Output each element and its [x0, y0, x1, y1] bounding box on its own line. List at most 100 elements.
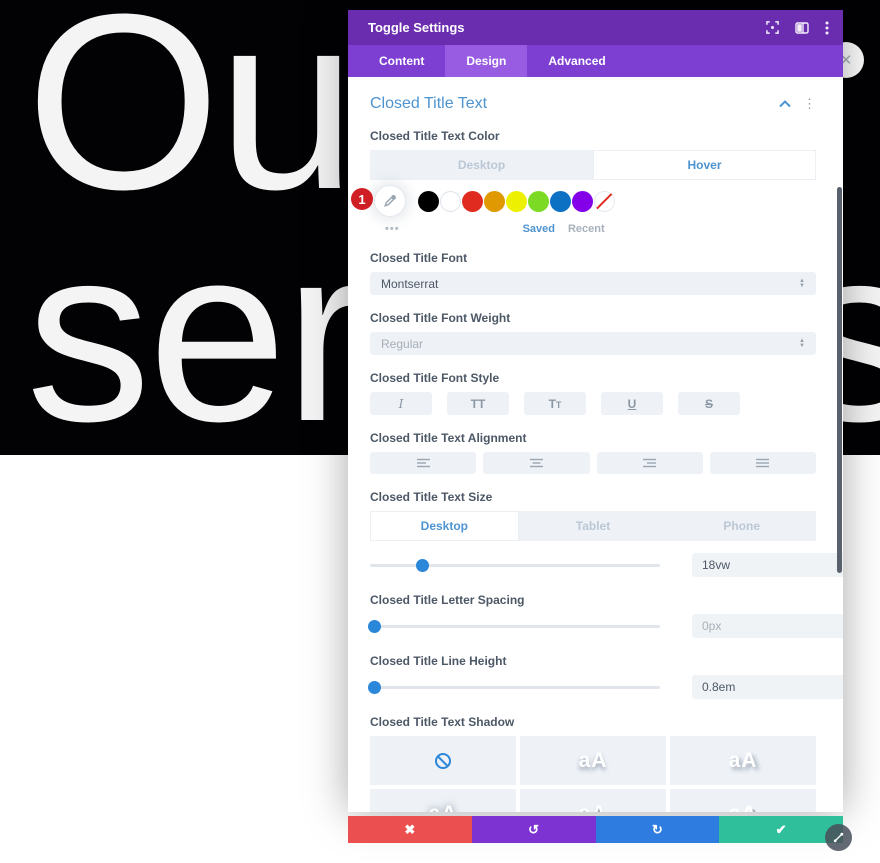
align-justify-icon [756, 458, 770, 467]
shadow-sample: aA [729, 802, 758, 813]
shadow-none-icon [435, 752, 451, 769]
swatch-yellow[interactable] [506, 190, 527, 212]
letter-spacing-input[interactable] [692, 614, 843, 638]
line-height-input[interactable] [692, 675, 843, 699]
shadow-bottom-right-button[interactable]: aA [670, 736, 816, 785]
save-icon: ✔ [775, 821, 787, 837]
font-style-buttons: I TT TT U S [370, 392, 816, 415]
text-size-tablet-tab[interactable]: Tablet [518, 511, 668, 541]
modal-body: Closed Title Text ⋮ Closed Title Text Co… [348, 77, 843, 812]
font-weight-select-value: Regular [381, 336, 424, 351]
undo-button[interactable]: ↺ [471, 816, 596, 843]
shadow-sample: aA [728, 748, 758, 772]
shadow-hard-bottom-button[interactable]: aA [520, 789, 666, 812]
swatch-red[interactable] [462, 190, 483, 212]
swatch-black[interactable] [418, 190, 439, 212]
underline-button[interactable]: U [601, 392, 663, 415]
align-right-icon [643, 458, 657, 467]
select-arrows-icon: ▲ ▼ [799, 277, 805, 289]
line-height-label: Closed Title Line Height [370, 654, 507, 668]
undo-icon: ↺ [528, 821, 540, 837]
toggle-settings-modal: Toggle Settings Content Design Advanced [348, 10, 843, 812]
section-header: Closed Title Text ⋮ [370, 95, 816, 113]
color-palette [370, 184, 816, 218]
letter-spacing-slider[interactable] [368, 619, 660, 633]
strikethrough-button[interactable]: S [678, 392, 740, 415]
palette-saved-link[interactable]: Saved [522, 223, 555, 235]
chevron-up-icon[interactable] [779, 95, 791, 113]
closed-title-font-select[interactable]: Montserrat ▲ ▼ [370, 272, 816, 295]
text-shadow-presets: aA aA aA aA aA [370, 736, 816, 812]
swatch-orange[interactable] [484, 190, 505, 212]
tab-content[interactable]: Content [379, 54, 425, 68]
letter-spacing-label: Closed Title Letter Spacing [370, 593, 525, 607]
shadow-glow-button[interactable]: aA [370, 789, 516, 812]
swatch-blue[interactable] [550, 190, 571, 212]
italic-button[interactable]: I [370, 392, 432, 415]
swatch-none[interactable] [594, 190, 615, 212]
alignment-buttons [370, 452, 816, 474]
align-right-button[interactable] [596, 452, 703, 474]
uppercase-icon: TT [470, 396, 486, 411]
align-left-button[interactable] [370, 452, 477, 474]
modal-scrollbar[interactable] [837, 187, 842, 573]
line-height-row [368, 675, 843, 699]
text-color-mode-tabs: Desktop Hover [370, 150, 816, 180]
palette-more-button[interactable]: ••• [385, 223, 400, 235]
text-size-desktop-tab[interactable]: Desktop [370, 511, 519, 541]
shadow-bottom-button[interactable]: aA [520, 736, 666, 785]
text-size-phone-tab[interactable]: Phone [667, 511, 817, 541]
kebab-menu-icon[interactable] [825, 21, 829, 35]
shadow-hard-bottom-right-button[interactable]: aA [670, 789, 816, 812]
text-color-label: Closed Title Text Color [370, 129, 500, 143]
text-color-desktop-tab[interactable]: Desktop [370, 150, 593, 180]
swatch-green[interactable] [528, 190, 549, 212]
text-size-label: Closed Title Text Size [370, 490, 493, 504]
text-size-slider-knob[interactable] [416, 558, 429, 572]
resize-icon [833, 832, 844, 843]
text-size-device-tabs: Desktop Tablet Phone [370, 511, 817, 541]
closed-title-font-weight-select[interactable]: Regular ▲ ▼ [370, 332, 816, 355]
font-select-value: Montserrat [381, 276, 439, 291]
text-shadow-label: Closed Title Text Shadow [370, 715, 515, 729]
uppercase-button[interactable]: TT [447, 392, 509, 415]
line-height-slider[interactable] [368, 680, 660, 694]
annotation-badge: 1 [351, 188, 373, 210]
section-kebab-icon[interactable]: ⋮ [803, 96, 816, 111]
align-left-icon [416, 458, 430, 467]
shadow-sample: aA [579, 802, 608, 813]
tab-design[interactable]: Design [445, 45, 528, 77]
text-size-input[interactable] [692, 553, 843, 577]
text-color-hover-tab[interactable]: Hover [593, 150, 816, 180]
redo-icon: ↻ [651, 821, 663, 837]
focus-icon[interactable] [766, 21, 779, 34]
line-height-slider-knob[interactable] [368, 680, 381, 694]
letter-spacing-row [368, 614, 843, 638]
select-arrows-icon: ▲ ▼ [799, 337, 805, 349]
letter-spacing-slider-knob[interactable] [368, 619, 381, 633]
smallcaps-button[interactable]: TT [524, 392, 586, 415]
tab-advanced[interactable]: Advanced [548, 54, 606, 68]
swatch-purple[interactable] [572, 190, 593, 212]
align-justify-button[interactable] [709, 452, 816, 474]
shadow-sample: aA [429, 802, 458, 813]
modal-footer: ✖ ↺ ↻ ✔ [348, 816, 843, 843]
resize-handle[interactable] [825, 824, 852, 851]
split-view-icon[interactable] [795, 21, 809, 34]
eyedropper-button[interactable] [375, 186, 405, 216]
palette-recent-link[interactable]: Recent [567, 223, 605, 235]
eyedropper-icon [384, 195, 396, 207]
font-style-label: Closed Title Font Style [370, 371, 500, 385]
align-center-icon [529, 458, 543, 467]
shadow-none-button[interactable] [370, 736, 516, 785]
text-size-row [370, 553, 843, 577]
save-button[interactable]: ✔ [719, 816, 843, 843]
swatch-white[interactable] [440, 190, 461, 212]
alignment-label: Closed Title Text Alignment [370, 431, 527, 445]
strikethrough-icon: S [704, 396, 713, 411]
text-size-slider[interactable] [370, 558, 660, 572]
modal-header[interactable]: Toggle Settings [348, 10, 843, 45]
redo-button[interactable]: ↻ [595, 816, 720, 843]
discard-button[interactable]: ✖ [348, 816, 472, 843]
align-center-button[interactable] [483, 452, 590, 474]
